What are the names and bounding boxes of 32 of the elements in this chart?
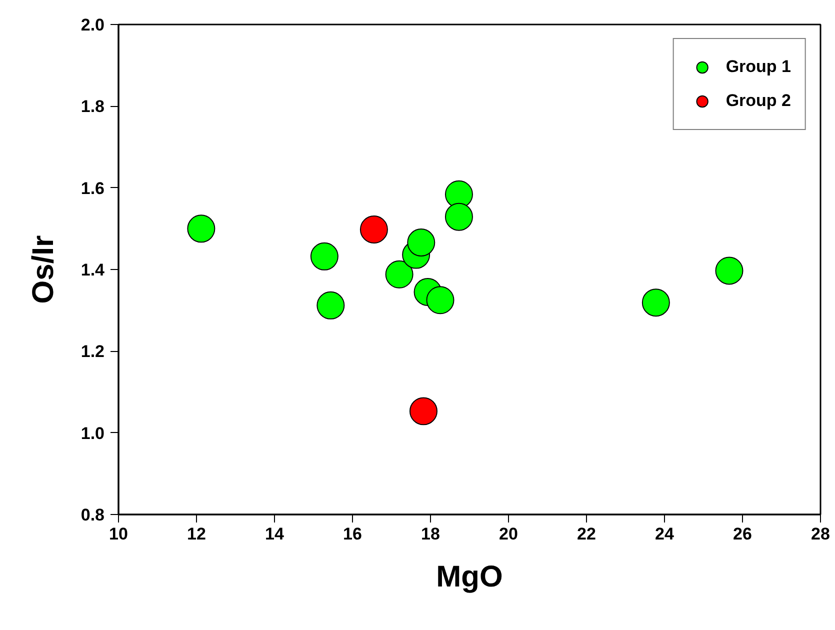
point: [409, 397, 438, 426]
x-tick-label: 12: [187, 524, 206, 544]
y-tick-label: 1.0: [80, 424, 105, 443]
y-tick-label: 1.2: [80, 342, 105, 362]
x-tick-label: 18: [421, 524, 440, 544]
y-tick-label: 2.0: [80, 16, 105, 34]
legend-label: Group 1: [726, 57, 791, 77]
x-tick-label: 10: [109, 524, 128, 544]
point: [407, 228, 436, 257]
point: [385, 260, 414, 288]
x-axis-title: MgO: [436, 560, 503, 594]
point: [642, 288, 670, 317]
point: [426, 286, 454, 314]
point: [310, 242, 338, 270]
y-tick-label: 1.6: [80, 178, 105, 198]
y-tick-label: 1.8: [80, 97, 105, 116]
x-tick-label: 16: [343, 524, 362, 544]
point: [360, 216, 388, 244]
x-tick-label: 22: [577, 524, 596, 544]
x-tick-label: 26: [733, 524, 752, 544]
x-tick-label: 24: [655, 524, 674, 544]
point: [316, 291, 345, 320]
point: [187, 214, 216, 243]
x-tick-label: 28: [811, 524, 830, 544]
y-tick-label: 0.8: [80, 506, 105, 524]
y-axis-title: Os/Ir: [26, 234, 60, 304]
point: [715, 256, 744, 285]
x-tick-label: 14: [265, 524, 284, 544]
x-tick-label: 20: [499, 524, 518, 544]
point: [444, 202, 473, 231]
y-tick-label: 1.4: [80, 260, 106, 280]
legend-label: Group 2: [726, 91, 791, 111]
